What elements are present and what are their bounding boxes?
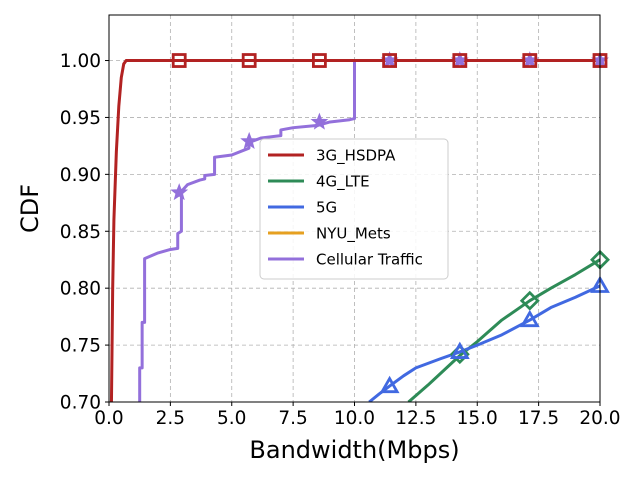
data-point-5g	[519, 309, 540, 328]
data-point-3g-hsdpa	[171, 53, 187, 68]
data-point-cellular-traffic	[310, 112, 329, 130]
x-tick-label: 12.5	[395, 408, 436, 429]
series-line-3g-hsdpa	[109, 59, 600, 402]
x-tick-label: 0.0	[94, 408, 123, 429]
series-line-4g-lte	[407, 258, 600, 402]
data-point-cellular-traffic	[170, 183, 189, 201]
y-tick-label: 1.00	[60, 51, 101, 72]
legend-label-4g-lte: 4G_LTE	[316, 173, 370, 192]
x-axis-label: Bandwidth(Mbps)	[249, 436, 459, 464]
data-point-3g-hsdpa	[452, 53, 468, 68]
x-tick-label: 2.5	[156, 408, 185, 429]
y-axis-label: CDF	[16, 184, 44, 233]
legend-box	[259, 138, 449, 280]
data-point-3g-hsdpa	[311, 53, 327, 68]
x-tick-label: 17.5	[518, 408, 559, 429]
legend: 3G_HSDPA 4G_LTE 5G NYU_Mets Cellular Traffic	[259, 138, 449, 280]
y-tick-label: 0.70	[60, 393, 101, 414]
data-point-3g-hsdpa	[241, 53, 257, 68]
data-point-3g-hsdpa	[522, 53, 538, 68]
series-line-5g	[368, 284, 600, 402]
data-point-5g	[379, 375, 400, 394]
data-point-5g	[449, 341, 470, 359]
x-tick-label: 10.0	[334, 408, 375, 429]
legend-label-3g-hsdpa: 3G_HSDPA	[316, 147, 396, 166]
y-tick-label: 0.95	[60, 108, 101, 129]
data-point-4g-lte	[519, 290, 540, 311]
y-tick-label: 0.90	[60, 165, 101, 186]
data-point-cellular-traffic	[240, 131, 259, 149]
y-tick-label: 0.80	[60, 279, 101, 300]
data-point-3g-hsdpa	[382, 53, 398, 68]
y-tick-label: 0.75	[60, 336, 101, 357]
legend-label-5g: 5G	[316, 199, 337, 217]
x-tick-label: 7.5	[278, 408, 307, 429]
x-tick-label: 15.0	[457, 408, 498, 429]
ticks: 0.0 2.5 5.0 7.5 10.0 12.5 15.0 17.5 20.0 0.70 0.75…	[60, 51, 621, 429]
y-tick-label: 0.85	[60, 222, 101, 243]
x-tick-label: 20.0	[579, 408, 620, 429]
x-tick-label: 5.0	[217, 408, 246, 429]
legend-label-cellular-traffic: Cellular Traffic	[316, 251, 423, 269]
legend-label-nyu-mets: NYU_Mets	[316, 225, 391, 244]
